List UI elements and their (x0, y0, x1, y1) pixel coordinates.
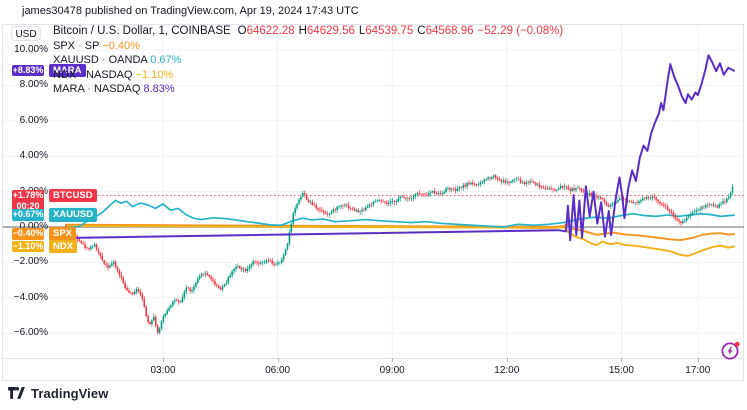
time-scale-tick (697, 358, 699, 362)
scale-value-badge-spx[interactable]: −0.40% (12, 228, 44, 240)
time-scale-tick (163, 358, 164, 362)
badge-value: +1.78% (12, 189, 44, 200)
time-scale-label: 17:00 (685, 365, 711, 376)
legend-row-mara[interactable]: MARA · NASDAQ 8.83% (53, 83, 175, 95)
price-scale-label: 0.00% (19, 221, 48, 232)
time-scale-label: 09:00 (379, 365, 405, 376)
scale-symbol-badge-ndx[interactable]: NDX (49, 239, 78, 254)
notification-dot (734, 341, 740, 347)
time-scale-label: 03:00 (150, 365, 176, 376)
time-scale-label: 15:00 (608, 365, 634, 376)
scale-symbol-badge-xauusd[interactable]: XAUUSD (49, 208, 98, 222)
scale-symbol-badge-mara[interactable]: MARA (49, 63, 86, 78)
scale-symbol-badge-btcusd[interactable]: BTCUSD (49, 188, 97, 203)
price-scale-label: −2.00% (13, 256, 48, 268)
price-scale-label: −6.00% (13, 327, 48, 339)
time-scale-tick (392, 358, 394, 362)
price-scale-label: 4.00% (19, 150, 48, 162)
scale-symbol-badge-spx[interactable]: SPX (49, 227, 77, 241)
price-scale-label: 10.00% (14, 44, 48, 55)
tradingview-logo[interactable]: TradingView (8, 386, 108, 401)
legend-row-xauusd[interactable]: XAUUSD · OANDA 0.67% (53, 54, 182, 66)
price-scale-label: 8.00% (19, 79, 48, 91)
tradingview-logo-text: TradingView (31, 386, 109, 401)
currency-unit-button[interactable]: USD (11, 26, 41, 41)
time-scale-tick (506, 358, 508, 362)
tradingview-logo-icon (8, 386, 25, 399)
scale-value-badge-ndx[interactable]: −1.10% (12, 240, 44, 253)
price-scale-label: −4.00% (13, 291, 48, 303)
price-scale-label: 6.00% (19, 114, 48, 126)
time-scale-label: 12:00 (494, 365, 520, 376)
flash-publish-icon[interactable] (720, 339, 742, 361)
legend-row-spx[interactable]: SPX · SP −0.40% (53, 39, 140, 52)
time-scale-tick (277, 358, 279, 362)
bar-countdown: 00:20 (16, 201, 40, 212)
legend-row-ndx[interactable]: NDX · NASDAQ −1.10% (53, 68, 174, 81)
time-axis-separator (2, 358, 745, 359)
attribution-text: james30478 published on TradingView.com,… (22, 5, 359, 17)
scale-value-badge-mara[interactable]: +8.83% (12, 64, 44, 77)
legend-main-symbol[interactable]: Bitcoin / U.S. Dollar, 1, COINBASE O64622… (53, 25, 564, 37)
chart-legend: Bitcoin / U.S. Dollar, 1, COINBASE O64622… (53, 25, 564, 99)
lightning-bolt-icon (727, 346, 733, 356)
scale-value-badge-xauusd[interactable]: +0.67% (12, 209, 44, 221)
time-scale-label: 06:00 (265, 365, 291, 376)
time-scale-tick (621, 358, 623, 362)
scale-value-badge-btcusd[interactable]: +1.78% 00:20 (12, 189, 44, 213)
